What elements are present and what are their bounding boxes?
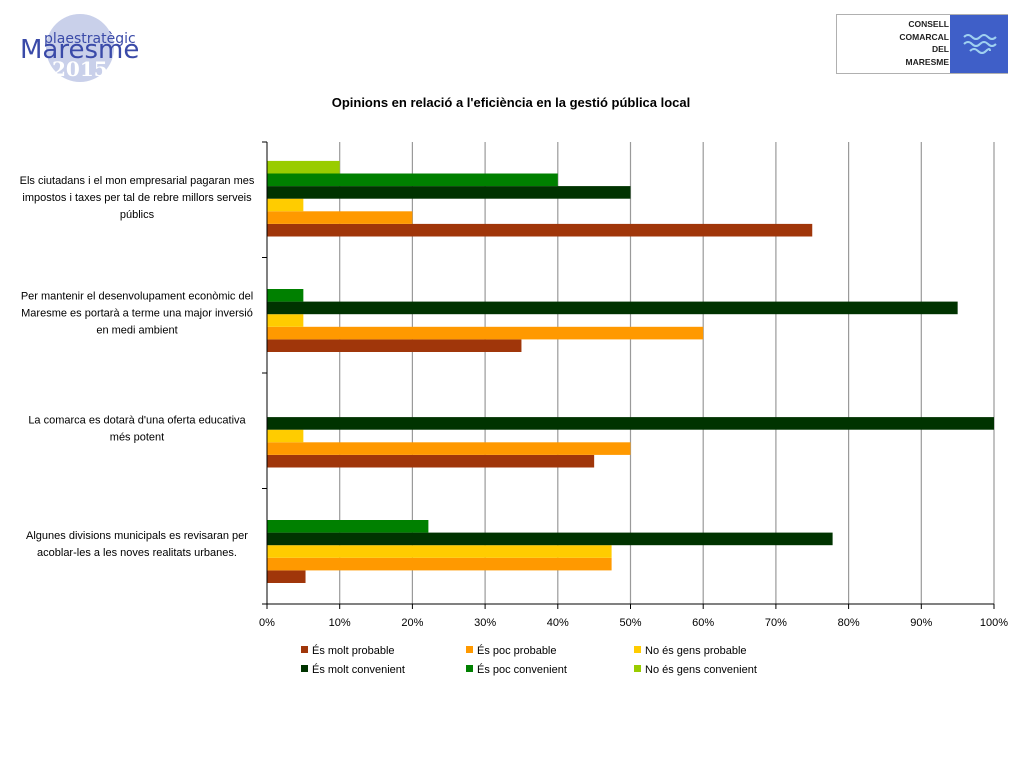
- council-emblem-icon: [950, 15, 1008, 73]
- legend-label: És molt convenient: [312, 663, 405, 676]
- bar: [267, 301, 958, 315]
- legend-label: És poc probable: [477, 644, 557, 657]
- category-labels: Els ciutadans i el mon empresarial pagar…: [20, 175, 255, 559]
- x-tick-label: 100%: [980, 617, 1008, 629]
- bar: [267, 173, 558, 187]
- legend: És molt probable És poc probable No és gen…: [301, 644, 757, 676]
- legend-swatch: [634, 665, 641, 672]
- legend-swatch: [634, 646, 641, 653]
- bar: [267, 326, 704, 340]
- x-tick-label: 60%: [692, 617, 714, 629]
- bar: [267, 417, 994, 430]
- bar: [267, 198, 304, 212]
- bars-group: [267, 160, 994, 583]
- bar: [267, 223, 813, 237]
- bar: [267, 314, 304, 327]
- x-tick-label: 50%: [619, 617, 641, 629]
- council-line: DEL: [932, 44, 949, 54]
- logo-circle: [46, 14, 114, 82]
- x-tick-label: 30%: [474, 617, 496, 629]
- chart-title: Opinions en relació a l'eficiència en la…: [332, 95, 691, 110]
- x-tick-labels: 0% 10% 20% 30% 40% 50% 60% 70% 80% 90% 100%: [259, 617, 1008, 629]
- bar: [267, 186, 631, 199]
- legend-swatch: [466, 646, 473, 653]
- category-label: en medi ambient: [96, 325, 177, 337]
- x-tick-label: 40%: [547, 617, 569, 629]
- legend-swatch: [301, 646, 308, 653]
- bar: [267, 442, 631, 455]
- x-tick-label: 10%: [329, 617, 351, 629]
- consell-comarcal-logo: CONSELL COMARCAL DEL MARESME: [836, 14, 1008, 74]
- bar: [267, 545, 612, 558]
- category-label: públics: [120, 209, 155, 221]
- x-tick-label: 20%: [401, 617, 423, 629]
- logo-top-text: plaestratègic: [44, 31, 136, 47]
- legend-label: És poc convenient: [477, 663, 567, 676]
- category-label: La comarca es dotarà d'una oferta educat…: [28, 415, 246, 427]
- x-tick-label: 90%: [910, 617, 932, 629]
- bar: [267, 160, 340, 174]
- bar: [267, 211, 413, 224]
- category-label: Maresme es portarà a terme una major inv…: [21, 308, 253, 320]
- council-line: COMARCAL: [899, 31, 949, 42]
- bar: [267, 289, 304, 302]
- legend-label: No és gens convenient: [645, 664, 757, 676]
- category-label: Per mantenir el desenvolupament econòmic…: [21, 291, 253, 303]
- legend-swatch: [301, 665, 308, 672]
- wave-icon: [963, 34, 997, 54]
- bar: [267, 570, 306, 583]
- logo-year-text: 2015: [52, 57, 108, 81]
- bar: [267, 429, 304, 443]
- bar: [267, 557, 612, 571]
- logo-main-text: Maresme: [20, 35, 139, 65]
- council-line: CONSELL: [908, 19, 949, 29]
- council-name: CONSELL COMARCAL DEL MARESME: [837, 18, 949, 68]
- bar: [267, 520, 429, 533]
- category-label: més potent: [110, 432, 164, 444]
- x-tick-label: 0%: [259, 617, 275, 629]
- legend-swatch: [466, 665, 473, 672]
- category-label: acoblar-les a les noves realitats urbane…: [37, 547, 237, 559]
- plaestrategic-logo-graphic: plaestratègic Maresme 2015: [20, 14, 139, 82]
- category-label: impostos i taxes per tal de rebre millor…: [22, 192, 252, 204]
- legend-label: És molt probable: [312, 644, 395, 657]
- council-line: MARESME: [905, 56, 949, 67]
- bar: [267, 339, 522, 352]
- x-tick-label: 70%: [765, 617, 787, 629]
- bar: [267, 454, 595, 468]
- bar: [267, 532, 833, 546]
- category-label: Els ciutadans i el mon empresarial pagar…: [20, 175, 255, 187]
- axes-group: [262, 141, 995, 609]
- x-tick-label: 80%: [838, 617, 860, 629]
- legend-label: No és gens probable: [645, 645, 747, 657]
- plaestrategic-logo: plaestratègic Maresme 2015: [18, 12, 158, 84]
- category-label: Algunes divisions municipals es revisara…: [26, 530, 248, 542]
